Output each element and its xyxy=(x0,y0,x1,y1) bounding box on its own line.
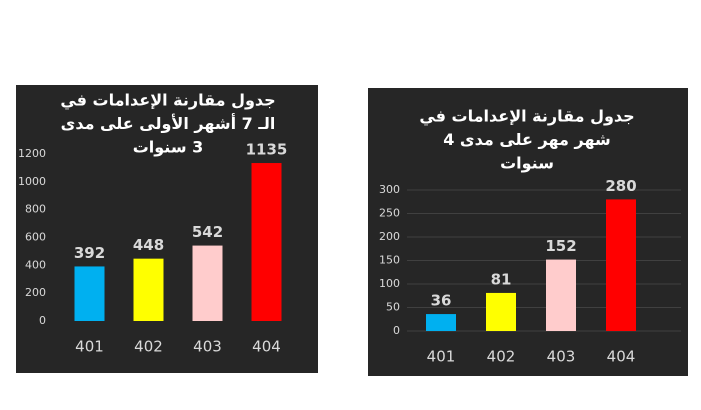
data-label: 152 xyxy=(545,237,576,255)
y-tick-label: 1200 xyxy=(18,147,46,160)
chart-title: جدول مقارنة الإعدامات في xyxy=(60,91,275,111)
chart-title: 3 سنوات xyxy=(133,138,204,157)
y-tick-label: 150 xyxy=(379,254,400,267)
y-tick-label: 200 xyxy=(25,286,46,299)
y-tick-label: 400 xyxy=(25,258,46,271)
data-label: 448 xyxy=(133,236,164,254)
chart-title: شهر مهر على مدى 4 xyxy=(443,130,611,149)
y-tick-label: 600 xyxy=(25,231,46,244)
y-tick-label: 200 xyxy=(379,230,400,243)
x-tick-label: 401 xyxy=(427,348,456,366)
x-tick-label: 403 xyxy=(193,338,222,356)
y-tick-label: 50 xyxy=(386,301,400,314)
bar xyxy=(486,292,516,331)
bar xyxy=(546,259,576,331)
bar xyxy=(192,245,223,321)
y-tick-label: 300 xyxy=(379,183,400,196)
x-tick-label: 402 xyxy=(134,338,163,356)
bar xyxy=(133,258,164,321)
chart-title: الـ 7 أشهر الأولى على مدى xyxy=(61,113,276,133)
y-tick-label: 0 xyxy=(393,324,400,337)
y-tick-label: 0 xyxy=(39,314,46,327)
bar xyxy=(74,266,105,321)
x-tick-label: 403 xyxy=(547,348,576,366)
y-tick-label: 250 xyxy=(379,207,400,220)
data-label: 81 xyxy=(491,270,512,288)
data-label: 280 xyxy=(605,177,636,195)
bar xyxy=(251,163,282,321)
bar xyxy=(426,314,456,331)
chart-title: جدول مقارنة الإعدامات في xyxy=(419,107,634,127)
bar xyxy=(606,199,636,331)
x-tick-label: 402 xyxy=(487,348,516,366)
data-label: 392 xyxy=(74,244,105,262)
x-tick-label: 404 xyxy=(252,338,281,356)
y-tick-label: 800 xyxy=(25,203,46,216)
chart-title: سنوات xyxy=(500,154,554,173)
data-label: 1135 xyxy=(246,141,288,159)
y-tick-label: 1000 xyxy=(18,175,46,188)
data-label: 36 xyxy=(431,292,452,310)
data-label: 542 xyxy=(192,223,223,241)
x-tick-label: 404 xyxy=(607,348,636,366)
x-tick-label: 401 xyxy=(75,338,104,356)
y-tick-label: 100 xyxy=(379,277,400,290)
